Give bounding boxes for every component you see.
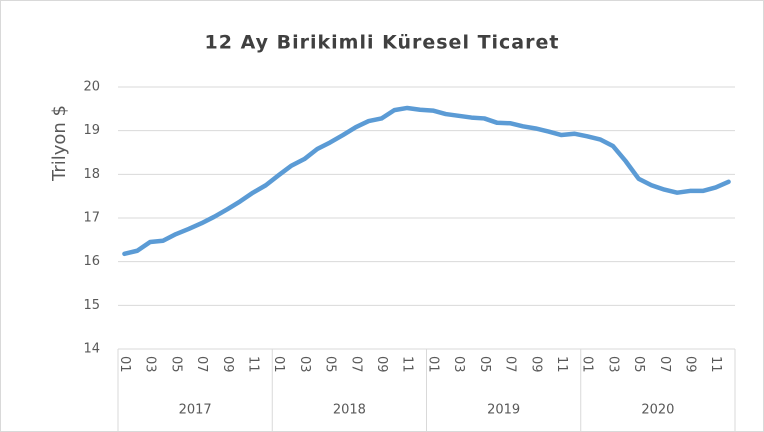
x-tick-label: 03 [143,356,158,373]
x-tick-label: 01 [580,356,595,373]
x-tick-label: 09 [374,356,389,373]
x-tick-label: 11 [400,356,415,373]
data-line [122,105,731,257]
x-tick-label: 01 [271,356,286,373]
x-tick-label: 09 [528,356,543,373]
x-tick-label: 03 [605,356,620,373]
x-tick-label: 07 [503,356,518,373]
x-tick-label: 03 [297,356,312,373]
x-tick-label: 11 [708,356,723,373]
y-tick-label: 15 [83,298,100,313]
y-tick-label: 17 [83,211,100,226]
x-tick-label: 09 [220,356,235,373]
x-tick-label: 07 [194,356,209,373]
x-tick-label: 11 [245,356,260,373]
x-tick-label: 07 [657,356,672,373]
x-tick-label: 01 [117,356,132,373]
y-tick-label: 18 [83,167,100,182]
y-tick-label: 16 [83,254,100,269]
x-tick-label: 05 [168,356,183,373]
y-axis-title: Trilyon $ [49,105,70,182]
x-tick-label: 09 [683,356,698,373]
x-tick-label: 05 [323,356,338,373]
group-label: 2018 [333,403,366,418]
y-tick-label: 20 [83,80,100,95]
y-tick-label: 19 [83,123,100,138]
group-label: 2020 [641,403,674,418]
group-label: 2019 [487,403,520,418]
x-tick-label: 01 [425,356,440,373]
x-tick-label: 07 [348,356,363,373]
x-tick-label: 11 [554,356,569,373]
x-tick-label: 05 [477,356,492,373]
group-label: 2017 [179,403,212,418]
x-tick-label: 03 [451,356,466,373]
x-tick-label: 05 [631,356,646,373]
y-tick-label: 14 [83,342,100,357]
chart-title: 12 Ay Birikimli Küresel Ticaret [205,32,560,54]
